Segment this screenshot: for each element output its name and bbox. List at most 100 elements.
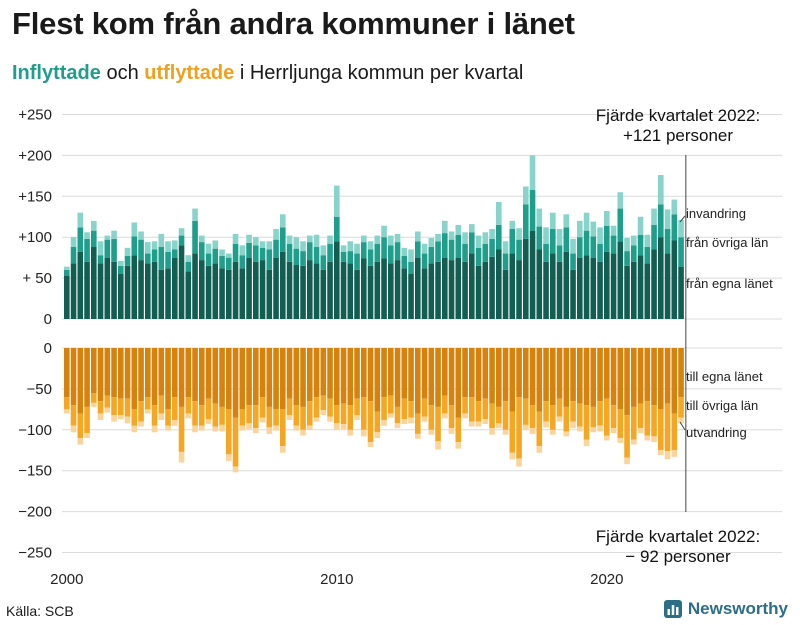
bar-out-same-county <box>367 348 374 402</box>
bar-emigration <box>388 413 394 418</box>
bar-in-same-county <box>678 266 684 319</box>
bar-out-same-county <box>77 348 84 414</box>
bar-out-other-county <box>199 405 205 426</box>
bar-in-same-county <box>556 261 563 319</box>
bar-out-other-county <box>631 406 637 440</box>
bar-immigration <box>246 234 252 243</box>
bar-emigration <box>219 424 225 432</box>
bar-in-same-county <box>300 265 306 319</box>
bar-emigration <box>354 415 360 420</box>
bar-out-other-county <box>651 405 657 437</box>
bar-in-same-county <box>516 260 522 319</box>
bar-immigration <box>462 232 468 244</box>
bar-in-other-county <box>145 253 151 264</box>
bar-out-same-county <box>199 348 205 406</box>
chart-subtitle: Inflyttade och utflyttade i Herrljunga k… <box>12 62 523 85</box>
bar-immigration <box>550 212 556 230</box>
bar-emigration <box>563 431 570 437</box>
bar-out-other-county <box>104 395 111 408</box>
bar-out-same-county <box>212 348 219 404</box>
bar-emigration <box>185 413 192 419</box>
bar-immigration <box>185 255 192 262</box>
bar-emigration <box>415 433 421 439</box>
bar-in-other-county <box>104 239 111 258</box>
bar-in-other-county <box>340 251 347 262</box>
bar-immigration <box>381 225 387 238</box>
bar-out-same-county <box>97 348 104 402</box>
bar-immigration <box>158 233 165 248</box>
bar-out-same-county <box>421 348 428 399</box>
bar-immigration <box>442 220 448 234</box>
bar-emigration <box>84 433 90 438</box>
bar-in-same-county <box>64 275 70 319</box>
y-tick-label: +100 <box>18 229 52 246</box>
bar-immigration <box>523 186 529 205</box>
bar-out-same-county <box>523 348 529 399</box>
bar-in-other-county <box>577 237 583 258</box>
bar-immigration <box>118 260 124 266</box>
bar-immigration <box>273 229 279 240</box>
bar-in-other-county <box>320 255 327 270</box>
bar-in-other-county <box>617 208 624 242</box>
bar-out-same-county <box>577 348 583 404</box>
bar-immigration <box>64 266 70 270</box>
bar-in-other-county <box>428 247 435 264</box>
bar-immigration <box>239 245 246 256</box>
bar-immigration <box>84 232 90 239</box>
bar-out-other-county <box>226 409 232 455</box>
bar-in-same-county <box>502 269 509 319</box>
bar-out-other-county <box>286 398 293 416</box>
bar-emigration <box>664 451 671 460</box>
bar-out-same-county <box>232 348 239 418</box>
bar-out-same-county <box>475 348 482 402</box>
bar-out-same-county <box>536 348 543 412</box>
bar-out-same-county <box>273 348 279 410</box>
bar-in-same-county <box>239 268 246 319</box>
bar-immigration <box>178 228 185 236</box>
bar-out-same-county <box>70 348 77 406</box>
bar-immigration <box>300 241 306 252</box>
bar-out-same-county <box>401 348 408 399</box>
bar-out-other-county <box>516 397 522 459</box>
bar-out-other-county <box>536 411 543 447</box>
bar-emigration <box>651 436 657 443</box>
bar-immigration <box>259 241 266 248</box>
bar-immigration <box>111 230 117 239</box>
bar-in-same-county <box>401 268 408 319</box>
bar-out-other-county <box>543 401 549 422</box>
bar-out-same-county <box>280 348 286 410</box>
legend-in-label: från egna länet <box>686 276 773 291</box>
bar-out-other-county <box>624 415 630 458</box>
bar-in-other-county <box>239 255 246 269</box>
bar-out-other-county <box>205 398 212 420</box>
y-tick-label: +200 <box>18 147 52 164</box>
bar-in-other-county <box>354 253 360 270</box>
bar-emigration <box>266 427 273 434</box>
y-tick-label: 0 <box>44 311 52 328</box>
bar-out-same-county <box>64 348 70 398</box>
bar-emigration <box>347 429 354 436</box>
x-tick-label: 2010 <box>320 571 353 588</box>
bar-in-same-county <box>97 263 104 319</box>
bar-in-other-county <box>523 204 529 239</box>
bar-in-other-county <box>361 242 367 259</box>
bar-in-other-county <box>583 230 590 256</box>
bar-in-same-county <box>273 257 279 319</box>
bar-in-same-county <box>496 249 502 319</box>
bar-emigration <box>428 429 435 435</box>
bar-in-same-county <box>577 257 583 319</box>
bar-out-other-county <box>523 398 529 425</box>
bar-in-other-county <box>651 224 657 250</box>
bar-in-same-county <box>374 261 381 319</box>
bar-out-other-county <box>590 406 597 428</box>
bar-immigration <box>590 221 597 237</box>
bar-out-same-county <box>300 348 306 407</box>
bar-emigration <box>523 424 529 430</box>
bar-in-other-county <box>124 256 131 266</box>
bar-immigration <box>469 224 475 233</box>
bar-emigration <box>70 425 77 433</box>
bar-immigration <box>482 232 489 244</box>
bar-out-same-county <box>172 348 178 398</box>
bar-immigration <box>192 208 198 221</box>
bar-emigration <box>178 451 185 463</box>
